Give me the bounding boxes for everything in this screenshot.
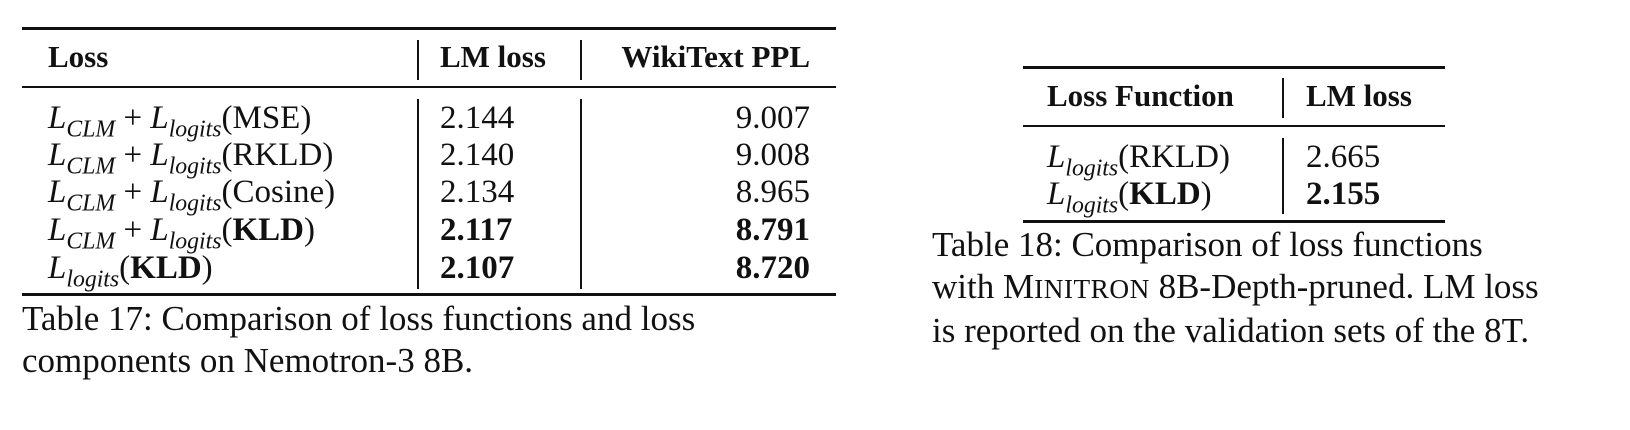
- table-17-mid-rule: [22, 86, 836, 88]
- table-17-loss-cell: LCLM + Llogits(RKLD): [48, 137, 334, 180]
- table-17-loss-cell: LCLM + Llogits(KLD): [48, 212, 315, 255]
- loss-symbol: Llogits: [48, 250, 120, 293]
- table-18-mid-rule: [1023, 125, 1445, 127]
- loss-symbol: LCLM: [48, 137, 116, 180]
- table-18-lm-loss-value: 2.665: [1306, 139, 1381, 175]
- table-17-loss-cell: LCLM + Llogits(MSE): [48, 100, 312, 143]
- table-17-col-divider-2: [580, 40, 582, 80]
- table-17-lm-loss-value: 2.134: [440, 174, 515, 210]
- table-18-caption-model-rest: INITRON: [1034, 274, 1150, 304]
- table-18-loss-cell: Llogits(KLD): [1047, 176, 1212, 219]
- table-18-loss-cell: Llogits(RKLD): [1047, 139, 1230, 182]
- loss-symbol: Llogits: [1047, 176, 1119, 219]
- table-17-top-rule: [22, 27, 836, 30]
- table-17-caption: Table 17: Comparison of loss functions a…: [22, 299, 696, 380]
- table-18-header-loss-function: Loss Function: [1047, 78, 1234, 113]
- loss-symbol: Llogits: [150, 174, 222, 217]
- table-18-top-rule: [1023, 66, 1445, 69]
- table-18-caption: Table 18: Comparison of loss functions w…: [932, 224, 1542, 352]
- loss-symbol: LCLM: [48, 212, 116, 255]
- loss-type: KLD: [130, 250, 202, 286]
- table-17-ppl-value: 8.720: [735, 250, 810, 286]
- table-17-col-divider-2b: [580, 99, 582, 289]
- table-17-bottom-rule: [22, 293, 836, 296]
- table-17-lm-loss-value: 2.117: [440, 212, 513, 248]
- table-17-ppl-value: 9.007: [735, 100, 810, 136]
- table-18-col-divider: [1282, 78, 1284, 118]
- table-17-ppl-value: 8.791: [735, 212, 810, 248]
- loss-type: MSE: [232, 100, 301, 136]
- loss-symbol: LCLM: [48, 100, 116, 143]
- table-18-bottom-rule: [1023, 220, 1445, 223]
- table-17-lm-loss-value: 2.107: [440, 250, 515, 286]
- table-17-col-divider-1b: [417, 99, 419, 289]
- table-18-caption-suffix: 8B-Depth-pruned. LM loss is reported on …: [932, 267, 1539, 350]
- table-17-header-lm-loss: LM loss: [440, 39, 546, 74]
- loss-type: RKLD: [1129, 139, 1219, 175]
- table-18-caption-prefix: Table 18: Comparison of loss functions w…: [932, 225, 1483, 306]
- table-17-header-loss: Loss: [48, 39, 109, 74]
- table-17-loss-cell: LCLM + Llogits(Cosine): [48, 174, 336, 217]
- table-18-header-lm-loss: LM loss: [1306, 78, 1412, 113]
- table-18-col-divider-b: [1282, 138, 1284, 214]
- table-17-ppl-value: 8.965: [735, 174, 810, 210]
- table-18-lm-loss-value: 2.155: [1306, 176, 1381, 212]
- table-17-col-divider-1: [417, 40, 419, 80]
- table-17-loss-cell: Llogits(KLD): [48, 250, 213, 293]
- table-17-ppl-value: 9.008: [735, 137, 810, 173]
- table-17-header-wikitext-ppl: WikiText PPL: [621, 39, 810, 74]
- table-17-lm-loss-value: 2.140: [440, 137, 515, 173]
- loss-type: KLD: [1129, 176, 1201, 212]
- loss-symbol: Llogits: [150, 137, 222, 180]
- table-18-caption-model-first: M: [1002, 267, 1035, 306]
- loss-symbol: Llogits: [1047, 139, 1119, 182]
- loss-symbol: LCLM: [48, 174, 116, 217]
- loss-symbol: Llogits: [150, 100, 222, 143]
- loss-type: Cosine: [232, 174, 325, 210]
- loss-type: RKLD: [232, 137, 323, 173]
- loss-type: KLD: [232, 212, 304, 248]
- table-17-lm-loss-value: 2.144: [440, 100, 515, 136]
- loss-symbol: Llogits: [150, 212, 222, 255]
